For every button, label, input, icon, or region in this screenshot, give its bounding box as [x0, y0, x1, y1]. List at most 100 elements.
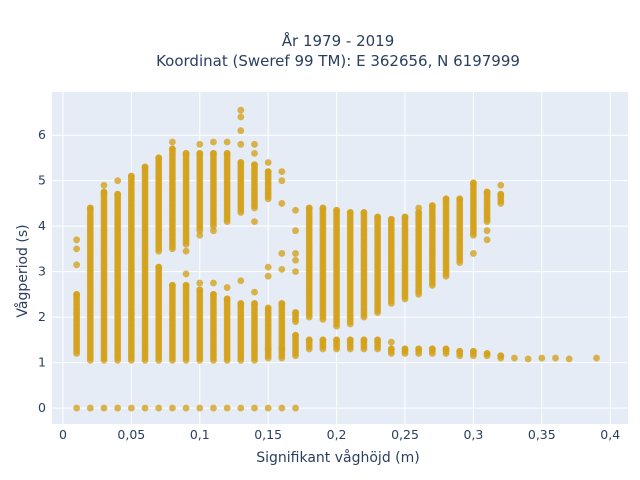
data-point [360, 336, 368, 344]
data-point [223, 150, 231, 157]
x-tick-label: 0 [59, 427, 67, 442]
data-point [497, 190, 505, 198]
data-point [264, 272, 272, 280]
data-point [456, 195, 464, 203]
data-point [196, 231, 204, 239]
x-tick-label: 0,15 [254, 427, 282, 442]
data-point [169, 145, 176, 153]
data-point [278, 300, 286, 307]
data-point [237, 300, 245, 307]
data-point [538, 354, 546, 362]
data-point [223, 284, 231, 291]
data-point [210, 138, 217, 146]
data-points [73, 106, 600, 412]
data-point [305, 336, 313, 344]
y-tick-label: 2 [38, 309, 46, 324]
y-tick-label: 0 [38, 400, 46, 415]
data-point [470, 179, 477, 187]
data-point [470, 250, 477, 257]
x-tick-label: 0,4 [600, 427, 620, 442]
data-point [278, 265, 286, 273]
data-point [196, 279, 204, 287]
data-point [182, 404, 190, 412]
data-point [73, 261, 81, 269]
data-point [374, 213, 382, 221]
data-point [292, 268, 299, 276]
data-point [511, 354, 518, 362]
data-point [196, 404, 204, 412]
data-point [319, 204, 327, 212]
data-point [210, 404, 217, 412]
data-point [114, 190, 122, 198]
data-point [155, 263, 163, 271]
data-point [264, 345, 272, 353]
y-axis-title: Vågperiod (s) [14, 224, 31, 317]
data-point [319, 336, 327, 344]
x-tick-label: 0,1 [190, 427, 210, 442]
data-point [415, 204, 423, 212]
data-point [497, 181, 505, 189]
y-tick-label: 5 [38, 173, 46, 188]
data-point [346, 336, 354, 344]
y-tick-label: 4 [38, 218, 46, 233]
x-tick-label: 0,35 [528, 427, 556, 442]
data-point [401, 345, 409, 353]
data-point [470, 347, 477, 355]
data-point [565, 355, 573, 363]
data-point [387, 338, 395, 346]
data-point [415, 345, 423, 353]
data-point [264, 168, 272, 175]
data-point [456, 347, 464, 355]
data-point [223, 404, 231, 412]
data-point [100, 404, 108, 412]
data-point [292, 206, 299, 214]
data-point [264, 159, 272, 166]
data-point [237, 113, 245, 121]
x-axis-title: Signifikant våghöjd (m) [256, 449, 419, 466]
data-point [73, 290, 81, 298]
y-axis-ticks: 0 1 2 3 4 5 6 [38, 127, 46, 415]
data-point [210, 279, 217, 287]
data-point [292, 256, 299, 264]
data-point [346, 209, 354, 216]
data-point [442, 195, 450, 203]
data-point [333, 336, 340, 344]
data-point [374, 336, 382, 344]
data-point [73, 404, 81, 412]
x-tick-label: 0,25 [391, 427, 419, 442]
data-point [278, 404, 286, 412]
data-point [292, 227, 299, 235]
y-tick-label: 1 [38, 355, 46, 370]
data-point [387, 345, 395, 353]
data-point [237, 140, 245, 148]
y-tick-label: 3 [38, 264, 46, 279]
data-point [169, 281, 176, 289]
data-point [127, 172, 135, 180]
data-point [333, 206, 340, 214]
y-tick-label: 6 [38, 127, 46, 142]
data-point [251, 288, 258, 296]
data-point [210, 290, 217, 298]
data-point [442, 345, 450, 353]
data-point [360, 209, 368, 216]
data-point [182, 281, 190, 289]
data-point [292, 250, 299, 257]
data-point [223, 295, 231, 303]
data-point [251, 300, 258, 307]
data-point [278, 177, 286, 185]
data-point [100, 181, 108, 189]
chart-title-line1: År 1979 - 2019 [282, 31, 395, 50]
data-point [264, 304, 272, 312]
x-axis-ticks: 0 0,05 0,1 0,15 0,2 0,25 0,3 0,35 0,4 [59, 427, 620, 442]
data-point [196, 150, 204, 157]
data-point [210, 227, 217, 235]
data-point [127, 404, 135, 412]
data-point [141, 404, 149, 412]
data-point [387, 215, 395, 223]
data-point [141, 163, 149, 171]
data-point [264, 263, 272, 271]
x-tick-label: 0,05 [117, 427, 145, 442]
data-point [182, 270, 190, 278]
data-point [593, 354, 600, 362]
